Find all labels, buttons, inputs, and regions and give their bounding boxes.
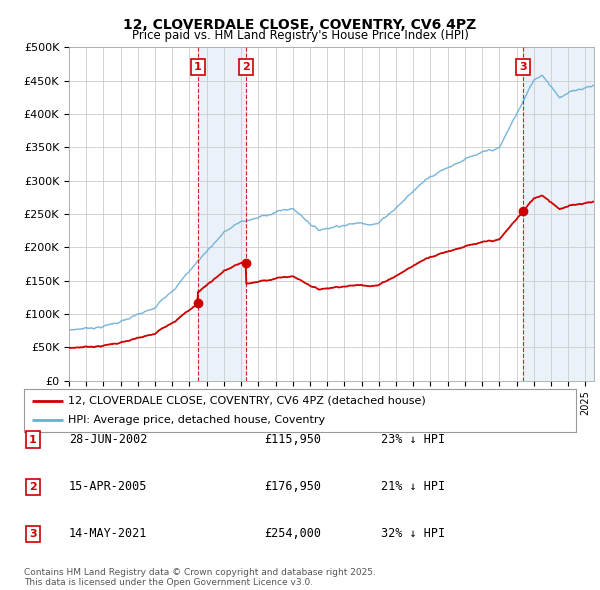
- Bar: [198, 47, 246, 381]
- Text: 28-JUN-2002: 28-JUN-2002: [69, 433, 148, 446]
- Text: £254,000: £254,000: [264, 527, 321, 540]
- Text: £115,950: £115,950: [264, 433, 321, 446]
- Text: 21% ↓ HPI: 21% ↓ HPI: [381, 480, 445, 493]
- Text: 3: 3: [519, 62, 527, 72]
- Text: Price paid vs. HM Land Registry's House Price Index (HPI): Price paid vs. HM Land Registry's House …: [131, 30, 469, 42]
- Text: 1: 1: [194, 62, 202, 72]
- Text: HPI: Average price, detached house, Coventry: HPI: Average price, detached house, Cove…: [68, 415, 325, 425]
- Text: 1: 1: [29, 435, 37, 444]
- Text: 14-MAY-2021: 14-MAY-2021: [69, 527, 148, 540]
- Text: 12, CLOVERDALE CLOSE, COVENTRY, CV6 4PZ (detached house): 12, CLOVERDALE CLOSE, COVENTRY, CV6 4PZ …: [68, 396, 426, 406]
- Text: 2: 2: [242, 62, 250, 72]
- Text: 2: 2: [29, 482, 37, 491]
- Text: 12, CLOVERDALE CLOSE, COVENTRY, CV6 4PZ: 12, CLOVERDALE CLOSE, COVENTRY, CV6 4PZ: [124, 18, 476, 32]
- Text: 3: 3: [29, 529, 37, 539]
- Text: 15-APR-2005: 15-APR-2005: [69, 480, 148, 493]
- Text: £176,950: £176,950: [264, 480, 321, 493]
- Text: 32% ↓ HPI: 32% ↓ HPI: [381, 527, 445, 540]
- Text: 23% ↓ HPI: 23% ↓ HPI: [381, 433, 445, 446]
- Bar: [523, 47, 594, 381]
- Text: Contains HM Land Registry data © Crown copyright and database right 2025.
This d: Contains HM Land Registry data © Crown c…: [24, 568, 376, 587]
